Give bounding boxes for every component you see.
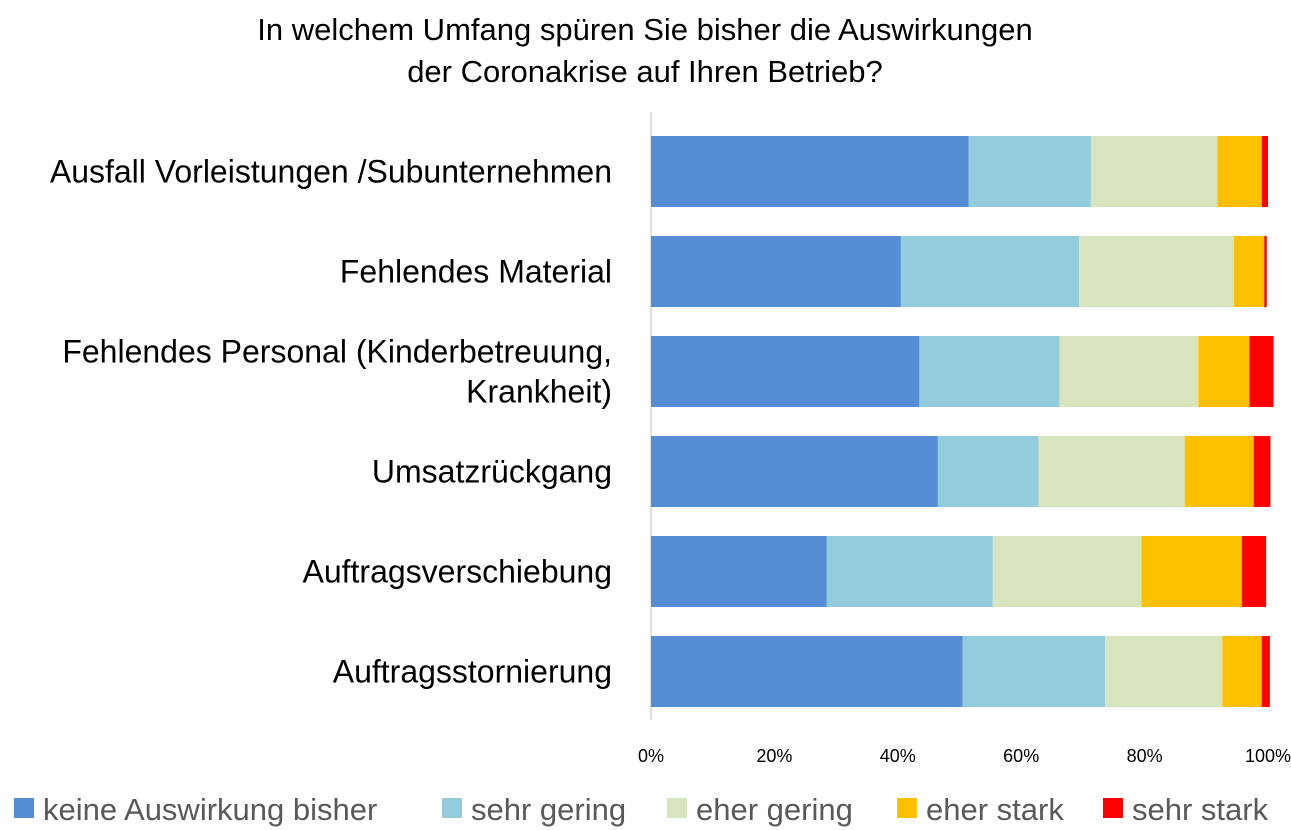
bar-segment <box>968 136 1091 207</box>
legend-label: eher gering <box>696 792 853 827</box>
bar-segment <box>651 136 969 207</box>
bar-segment <box>651 536 827 607</box>
bar-segment <box>1264 236 1267 307</box>
bar-segment <box>1141 536 1243 607</box>
bar-segment <box>1222 636 1262 707</box>
bar-segment <box>1038 436 1185 507</box>
legend: keine Auswirkung bisher sehr gering eher g… <box>14 792 1269 827</box>
bar-segment <box>919 336 1060 407</box>
bar-segment <box>900 236 1080 307</box>
bar-segment <box>651 336 920 407</box>
bar-segment <box>1079 236 1235 307</box>
bar-segment <box>1261 136 1268 207</box>
bar-segment <box>1249 336 1274 407</box>
bar-segment <box>1217 136 1262 207</box>
bar-segment <box>1242 536 1267 607</box>
bar-segment <box>962 636 1106 707</box>
legend-label: sehr gering <box>471 792 626 827</box>
category-label: Krankheit) <box>466 374 612 410</box>
x-tick-label: 40% <box>880 746 916 766</box>
bar-segment <box>651 436 938 507</box>
bar-segment <box>937 436 1039 507</box>
x-axis-ticks: 0% 20% 40% 60% 80% 100% <box>638 746 1291 766</box>
category-label: Fehlendes Material <box>340 254 612 290</box>
category-label: Auftragsverschiebung <box>302 554 612 590</box>
category-label: Auftragsstornierung <box>333 654 612 690</box>
legend-label: keine Auswirkung bisher <box>43 792 377 827</box>
category-label: Umsatzrückgang <box>372 454 612 490</box>
legend-swatch <box>667 798 687 818</box>
bar-segment <box>1184 436 1254 507</box>
bar-segment <box>826 536 993 607</box>
bar-segment <box>1090 136 1218 207</box>
bar-segment <box>1059 336 1199 407</box>
bar-segment <box>1253 436 1271 507</box>
x-tick-label: 20% <box>756 746 792 766</box>
legend-swatch <box>442 798 462 818</box>
chart-title: In welchem Umfang spüren Sie bisher die … <box>257 12 1032 89</box>
category-label: Ausfall Vorleistungen /Subunternehmen <box>50 154 612 190</box>
category-label: Fehlendes Personal (Kinderbetreuung, <box>62 334 612 370</box>
legend-label: sehr stark <box>1132 792 1269 827</box>
bars <box>651 136 1274 707</box>
x-tick-label: 100% <box>1245 746 1291 766</box>
bar-segment <box>1105 636 1223 707</box>
chart-title-line: In welchem Umfang spüren Sie bisher die … <box>257 12 1032 47</box>
bar-segment <box>992 536 1142 607</box>
legend-swatch <box>14 798 34 818</box>
bar-segment <box>651 636 963 707</box>
x-tick-label: 0% <box>638 746 664 766</box>
bar-segment <box>651 236 901 307</box>
category-labels: Ausfall Vorleistungen /Subunternehmen Feh… <box>50 154 612 690</box>
bar-segment <box>1261 636 1270 707</box>
x-tick-label: 80% <box>1127 746 1163 766</box>
bar-segment <box>1198 336 1250 407</box>
legend-swatch <box>1103 798 1123 818</box>
chart-title-line: der Coronakrise auf Ihren Betrieb? <box>407 54 883 89</box>
legend-label: eher stark <box>926 792 1064 827</box>
x-tick-label: 60% <box>1003 746 1039 766</box>
bar-segment <box>1234 236 1265 307</box>
legend-swatch <box>897 798 917 818</box>
